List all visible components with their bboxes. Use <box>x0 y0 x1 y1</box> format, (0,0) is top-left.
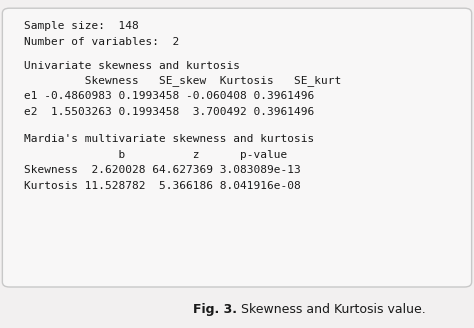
Text: Skewness  2.620028 64.627369 3.083089e-13: Skewness 2.620028 64.627369 3.083089e-13 <box>24 165 301 175</box>
Text: e1 -0.4860983 0.1993458 -0.060408 0.3961496: e1 -0.4860983 0.1993458 -0.060408 0.3961… <box>24 92 314 101</box>
FancyBboxPatch shape <box>2 8 472 287</box>
Text: Fig. 3.: Fig. 3. <box>193 303 237 317</box>
Text: Skewness and Kurtosis value.: Skewness and Kurtosis value. <box>237 303 426 317</box>
Text: Skewness   SE_skew  Kurtosis   SE_kurt: Skewness SE_skew Kurtosis SE_kurt <box>24 75 341 87</box>
Text: Univariate skewness and kurtosis: Univariate skewness and kurtosis <box>24 61 240 71</box>
Text: Mardia's multivariate skewness and kurtosis: Mardia's multivariate skewness and kurto… <box>24 134 314 144</box>
Text: e2  1.5503263 0.1993458  3.700492 0.3961496: e2 1.5503263 0.1993458 3.700492 0.396149… <box>24 107 314 117</box>
Text: Sample size:  148: Sample size: 148 <box>24 21 138 31</box>
Text: b          z      p-value: b z p-value <box>24 150 287 160</box>
Text: Number of variables:  2: Number of variables: 2 <box>24 37 179 47</box>
Text: Kurtosis 11.528782  5.366186 8.041916e-08: Kurtosis 11.528782 5.366186 8.041916e-08 <box>24 181 301 191</box>
